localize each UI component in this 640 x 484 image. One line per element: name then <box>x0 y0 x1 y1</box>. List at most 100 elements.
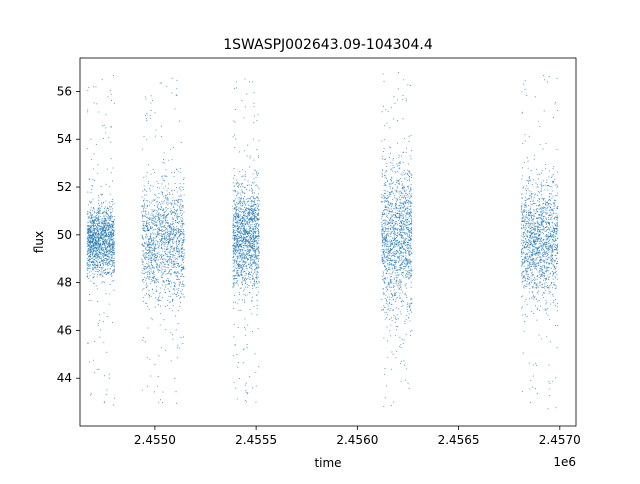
data-point <box>173 272 175 274</box>
data-point <box>237 213 239 215</box>
data-point <box>258 208 260 210</box>
data-point <box>168 227 171 229</box>
data-point <box>112 230 114 232</box>
data-point <box>242 261 244 263</box>
data-point <box>181 282 183 284</box>
data-point <box>158 254 160 256</box>
data-point <box>405 213 407 215</box>
data-point <box>410 268 412 270</box>
data-point <box>146 302 148 304</box>
data-point <box>249 184 251 186</box>
data-point <box>254 169 256 171</box>
data-point <box>110 219 112 221</box>
data-point <box>400 287 402 289</box>
data-point <box>88 294 90 296</box>
data-point <box>403 220 405 223</box>
data-point <box>390 169 392 171</box>
data-point <box>97 325 99 327</box>
data-point <box>250 264 252 266</box>
data-point <box>232 262 234 264</box>
data-point <box>103 223 105 225</box>
data-point <box>153 254 155 256</box>
data-point <box>177 216 179 218</box>
data-point <box>397 171 399 173</box>
data-point <box>103 124 105 127</box>
data-point <box>256 205 258 207</box>
data-point <box>178 232 180 234</box>
data-point <box>156 224 158 226</box>
data-point <box>149 277 151 279</box>
data-point <box>179 275 181 277</box>
data-point <box>149 239 151 241</box>
data-point <box>104 255 106 257</box>
data-point <box>169 210 171 213</box>
data-point <box>399 208 401 210</box>
data-point <box>407 233 409 235</box>
data-point <box>150 375 152 377</box>
data-point <box>249 166 251 168</box>
data-point <box>174 282 176 284</box>
data-point <box>256 242 258 244</box>
data-point <box>247 204 249 206</box>
data-point <box>154 281 156 283</box>
data-point <box>238 310 240 312</box>
data-point <box>247 278 249 280</box>
data-point <box>180 195 182 197</box>
data-point <box>244 218 246 220</box>
data-point <box>244 255 246 257</box>
data-point <box>382 227 384 229</box>
data-point <box>176 288 178 290</box>
data-point <box>144 256 146 258</box>
data-point <box>149 227 152 229</box>
data-point <box>236 398 238 400</box>
data-point <box>252 236 255 238</box>
data-point <box>242 281 244 283</box>
data-point <box>238 378 240 380</box>
data-point <box>411 273 413 275</box>
data-point <box>240 225 243 227</box>
data-point <box>232 215 234 217</box>
data-point <box>253 210 255 212</box>
data-point <box>142 235 144 237</box>
data-point <box>106 241 108 243</box>
data-point <box>149 225 152 228</box>
data-point <box>255 209 258 211</box>
data-point <box>98 243 100 245</box>
data-point <box>180 194 182 196</box>
data-point <box>155 243 157 245</box>
data-point <box>166 267 168 269</box>
data-point <box>97 257 99 259</box>
data-point <box>253 106 255 108</box>
data-point <box>171 300 174 303</box>
data-point <box>91 224 93 226</box>
data-point <box>151 226 153 228</box>
data-point <box>180 141 182 144</box>
data-point <box>247 144 249 146</box>
data-point <box>382 271 384 273</box>
data-point <box>177 170 179 172</box>
data-point <box>237 197 239 199</box>
data-point <box>183 211 185 213</box>
data-point <box>237 271 239 273</box>
data-point <box>237 192 239 194</box>
data-point <box>172 217 174 219</box>
data-point <box>106 207 108 210</box>
data-point <box>391 177 393 179</box>
data-point <box>251 213 253 215</box>
data-point <box>241 269 243 271</box>
data-point <box>151 257 153 260</box>
data-point <box>256 184 258 186</box>
data-point <box>159 82 161 84</box>
data-point <box>233 284 235 286</box>
data-point <box>240 205 242 207</box>
data-point <box>98 209 101 211</box>
data-point <box>241 257 243 259</box>
data-point <box>156 210 158 212</box>
data-point <box>251 207 253 209</box>
data-point <box>98 211 100 213</box>
data-point <box>162 238 164 240</box>
data-point <box>244 282 247 285</box>
data-point <box>245 208 247 210</box>
data-point <box>170 274 172 276</box>
data-point <box>381 239 383 241</box>
